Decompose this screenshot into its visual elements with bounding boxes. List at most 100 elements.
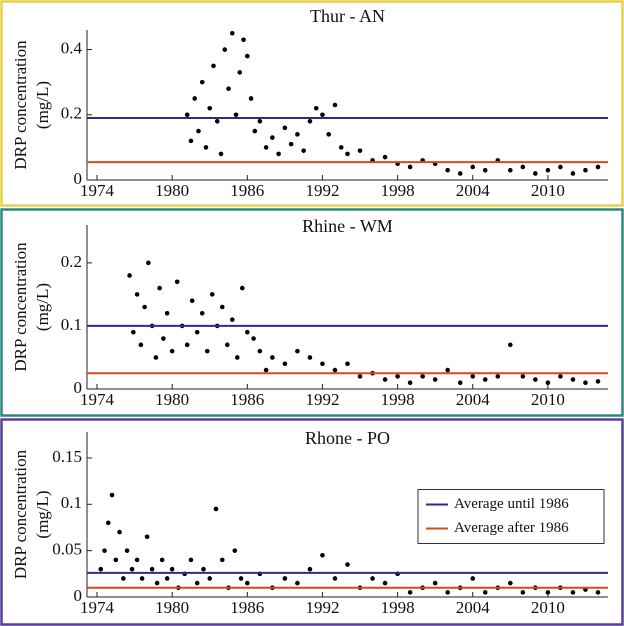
- data-point: [457, 380, 463, 385]
- data-point: [320, 361, 325, 367]
- data-point: [495, 374, 501, 379]
- y-axis-label: DRP concentration: [11, 40, 30, 170]
- y-tick-label: 0.2: [61, 252, 82, 271]
- data-point: [345, 151, 350, 157]
- data-point: [188, 138, 194, 144]
- data-point: [270, 135, 275, 140]
- data-point: [301, 148, 306, 153]
- data-point: [214, 119, 220, 124]
- data-point: [263, 145, 269, 150]
- x-tick-label: 1998: [381, 598, 415, 617]
- data-point: [131, 329, 136, 335]
- data-point: [482, 377, 488, 382]
- data-point: [570, 377, 576, 382]
- data-point: [326, 132, 332, 137]
- data-point: [420, 374, 425, 379]
- data-point: [233, 112, 239, 118]
- data-point: [199, 79, 205, 85]
- panel: Thur - AN DRP concentration (mg/L) 0 0.2 0.4 1…: [0, 0, 624, 207]
- data-point: [184, 342, 190, 348]
- data-point: [169, 566, 175, 572]
- data-point: [189, 298, 195, 303]
- data-point: [248, 96, 254, 101]
- data-point: [138, 342, 144, 348]
- y-tick-label: 0: [74, 169, 83, 188]
- data-point: [229, 317, 235, 322]
- legend-label: Average after 1986: [454, 520, 569, 536]
- data-point: [407, 380, 413, 385]
- data-point: [102, 548, 107, 553]
- data-point: [307, 355, 313, 360]
- data-point: [357, 148, 363, 153]
- data-point: [332, 102, 338, 108]
- data-point: [520, 590, 526, 595]
- data-point: [204, 348, 210, 354]
- x-tick-label: 1986: [230, 598, 264, 617]
- data-point: [508, 580, 513, 586]
- data-point: [113, 557, 119, 563]
- x-tick-label: 1986: [230, 181, 264, 200]
- data-point: [188, 557, 194, 563]
- data-point: [508, 342, 513, 348]
- legend-label: Average until 1986: [454, 496, 569, 512]
- data-point: [345, 562, 350, 567]
- data-point: [307, 119, 313, 124]
- x-tick-label: 2010: [531, 598, 565, 617]
- data-point: [159, 557, 165, 563]
- x-tick-label: 1998: [381, 390, 415, 409]
- data-point: [211, 63, 216, 69]
- data-point: [245, 580, 250, 586]
- data-point: [583, 167, 588, 173]
- data-point: [234, 355, 240, 360]
- data-point: [199, 311, 205, 316]
- data-point: [245, 329, 250, 335]
- panel-frame: [0, 0, 624, 207]
- data-point: [149, 566, 155, 572]
- data-point: [445, 367, 450, 373]
- data-point: [320, 112, 325, 118]
- data-point: [558, 374, 563, 379]
- data-point: [545, 380, 551, 385]
- data-point: [203, 145, 209, 150]
- data-point: [153, 355, 159, 360]
- data-point: [295, 132, 300, 137]
- data-point: [520, 164, 526, 170]
- data-point: [174, 279, 180, 285]
- data-point: [407, 164, 413, 170]
- x-tick-label: 1992: [305, 598, 339, 617]
- data-point: [432, 580, 438, 586]
- data-point: [169, 348, 175, 354]
- y-tick-label: 0.1: [61, 493, 82, 512]
- data-point: [445, 167, 450, 173]
- data-point: [154, 580, 160, 586]
- data-point: [595, 379, 601, 384]
- data-point: [270, 355, 275, 360]
- chart-title: Rhone - PO: [305, 428, 390, 448]
- data-point: [257, 348, 263, 354]
- data-point: [237, 70, 243, 75]
- data-point: [357, 374, 363, 379]
- data-point: [295, 348, 300, 354]
- data-point: [207, 105, 213, 111]
- data-point: [209, 292, 215, 297]
- data-point: [134, 557, 140, 563]
- data-point: [218, 151, 224, 157]
- data-point: [213, 506, 219, 512]
- data-point: [157, 285, 162, 291]
- x-tick-label: 1998: [381, 181, 415, 200]
- data-point: [295, 580, 300, 586]
- x-tick-label: 1974: [80, 390, 115, 409]
- data-point: [164, 576, 170, 581]
- x-tick-label: 1980: [155, 181, 189, 200]
- data-point: [144, 534, 150, 540]
- y-axis-label: DRP concentration: [11, 449, 30, 579]
- legend: Average until 1986 Average after 1986: [417, 489, 605, 544]
- data-point: [194, 580, 200, 586]
- y-tick-label: 0: [74, 586, 83, 605]
- data-point: [533, 171, 538, 176]
- data-point: [139, 576, 145, 581]
- data-point: [407, 590, 413, 595]
- x-tick-label: 1974: [80, 598, 115, 617]
- data-point: [338, 145, 344, 150]
- y-tick-label: 0.05: [52, 540, 82, 559]
